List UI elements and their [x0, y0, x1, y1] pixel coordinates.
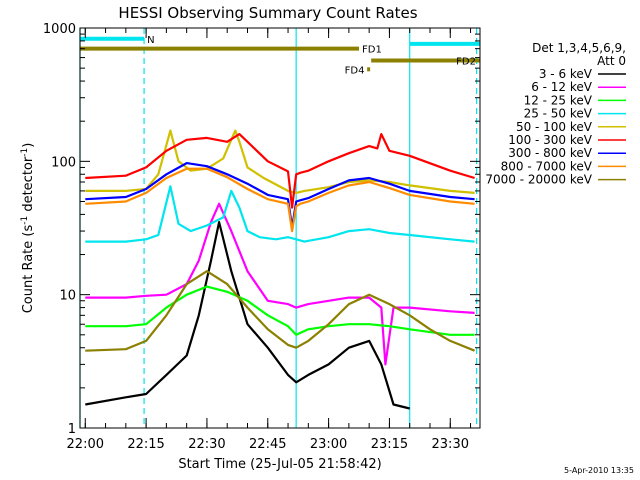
y-axis: 1 10 100 1000 — [43, 22, 480, 437]
y-tick-label: 100 — [51, 155, 76, 170]
y-tick-label: 1 — [68, 422, 76, 437]
series-line — [85, 167, 475, 233]
flag-label: FD4 — [345, 65, 365, 76]
legend-header-line1: Det 1,3,4,5,6,9, — [532, 41, 626, 55]
legend-label: 100 - 300 keV — [508, 133, 592, 147]
x-tick-label: 23:15 — [371, 437, 408, 452]
x-tick-label: 23:00 — [310, 437, 347, 452]
x-tick-label: 22:45 — [249, 437, 286, 452]
x-tick-label: 22:00 — [67, 437, 104, 452]
y-tick-label: 10 — [59, 289, 76, 304]
series-line — [85, 285, 475, 336]
plot-frame — [79, 27, 481, 429]
legend-label: 50 - 100 keV — [516, 120, 593, 134]
x-tick-label: 22:15 — [127, 437, 164, 452]
x-tick-label: 22:30 — [188, 437, 225, 452]
legend-label: 25 - 50 keV — [524, 107, 593, 121]
series-line — [85, 185, 475, 243]
x-axis-label: Start Time (25-Jul-05 21:58:42) — [178, 457, 381, 472]
flag-label: FD2 — [456, 57, 476, 68]
legend-label: 7000 - 20000 keV — [485, 173, 592, 187]
flag-label: FD1 — [362, 45, 382, 56]
y-axis-label: Count Rate (s-1 detector-1) — [20, 143, 36, 314]
x-axis: 22:00 22:15 22:30 22:45 23:00 23:15 23:30 — [67, 28, 472, 452]
series-line — [85, 202, 475, 366]
flag-label: N — [147, 35, 154, 46]
timestamp: 5-Apr-2010 13:35 — [564, 466, 634, 475]
legend-label: 800 - 7000 keV — [501, 159, 593, 173]
x-tick-label: 23:30 — [432, 437, 469, 452]
legend-label: 12 - 25 keV — [524, 93, 593, 107]
legend-label: 300 - 800 keV — [508, 146, 592, 160]
legend-label: 3 - 6 keV — [539, 67, 593, 81]
series-line — [85, 221, 410, 410]
legend-header-line2: Att 0 — [597, 54, 626, 68]
plot-area: N FD1 FD2 FD4 — [79, 28, 480, 428]
chart-title: HESSI Observing Summary Count Rates — [118, 4, 417, 22]
y-tick-label: 1000 — [43, 22, 76, 37]
legend-label: 6 - 12 keV — [531, 80, 593, 94]
series-line — [85, 133, 475, 209]
series-line — [85, 270, 476, 352]
